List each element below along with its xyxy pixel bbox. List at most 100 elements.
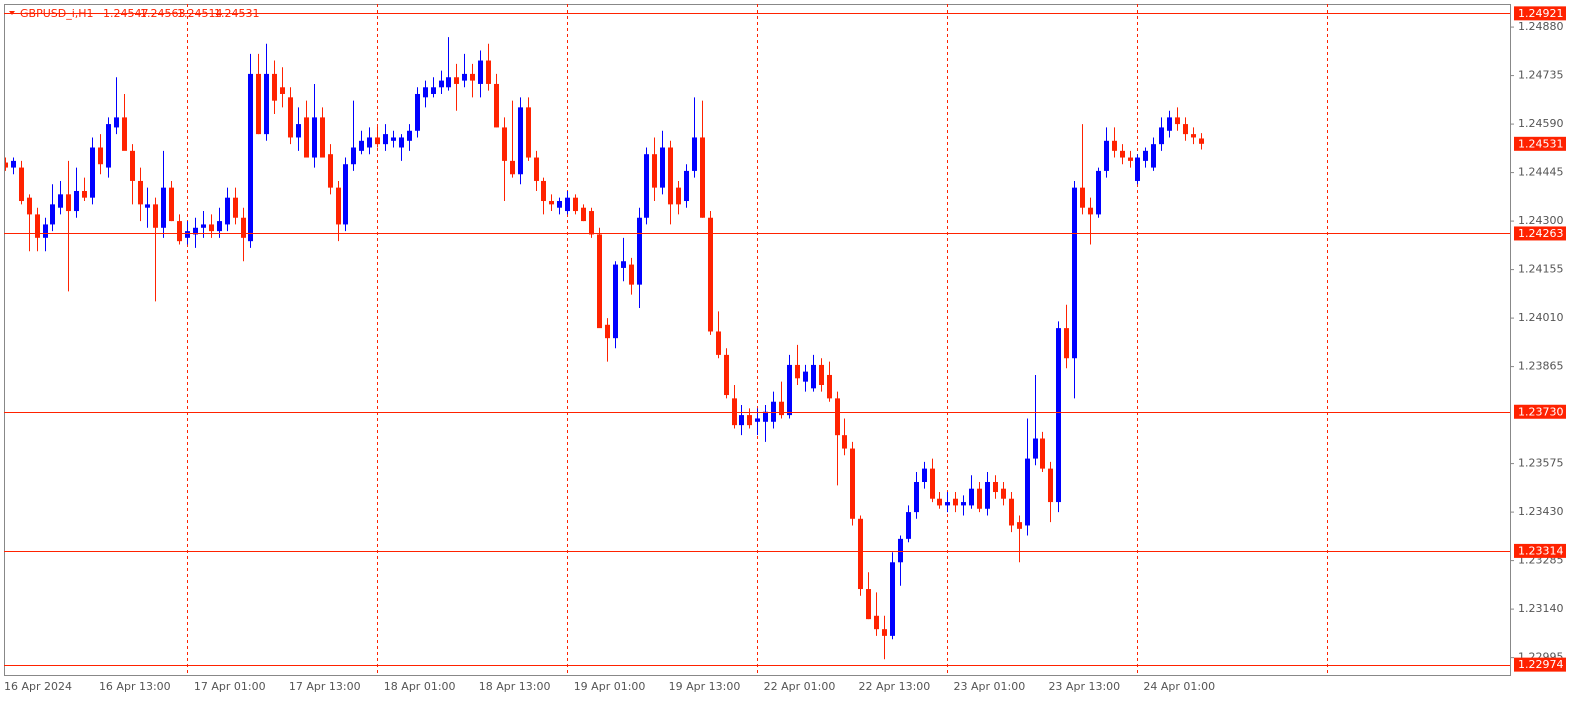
candle-body [431, 87, 436, 94]
x-tick-label: 22 Apr 01:00 [764, 680, 836, 693]
candle-body [288, 97, 293, 138]
candle-body [336, 187, 341, 225]
candle-body [668, 147, 673, 205]
candle-body [304, 117, 309, 158]
candle-body [1088, 207, 1093, 215]
candle-body [272, 73, 277, 101]
candle-body [320, 117, 325, 158]
candle-body [993, 481, 998, 493]
x-tick-label: 18 Apr 13:00 [479, 680, 551, 693]
hline-label: 1.24263 [1518, 227, 1564, 240]
candle-body [185, 231, 190, 238]
candle-body [153, 204, 158, 228]
candle-body [1001, 488, 1006, 499]
candle-body [169, 187, 174, 222]
candle-body [890, 562, 895, 636]
x-tick-label: 16 Apr 13:00 [99, 680, 171, 693]
candle-body [629, 264, 634, 285]
candle-body [486, 60, 491, 84]
candle-body [652, 154, 657, 188]
candle-body [874, 615, 879, 630]
candle-body [328, 154, 333, 188]
candle-body [296, 124, 301, 138]
candle-body [795, 364, 800, 379]
candle-body [700, 137, 705, 218]
candle-body [454, 77, 459, 84]
candle-body [280, 87, 285, 94]
candle-body [478, 60, 483, 84]
y-tick-label: 1.24590 [1518, 117, 1564, 130]
hline-tag [1514, 6, 1566, 21]
y-tick-label: 1.23865 [1518, 360, 1564, 373]
x-tick-label: 16 Apr 2024 [4, 680, 72, 693]
candle-body [209, 224, 214, 232]
candle-body [526, 107, 531, 158]
candle-body [589, 211, 594, 235]
candle-body [613, 264, 618, 339]
candle-body [1143, 150, 1148, 161]
candle-body [407, 130, 412, 141]
candle-body [787, 364, 792, 416]
candle-body [233, 197, 238, 218]
candle-body [882, 629, 887, 636]
candle-body [399, 137, 404, 148]
candle-body [106, 124, 111, 168]
y-tick-label: 1.24880 [1518, 20, 1564, 33]
candle-body [621, 261, 626, 268]
candle-body [1191, 134, 1196, 138]
candle-body [1080, 187, 1085, 208]
candle-body [850, 448, 855, 519]
candle-body [43, 224, 48, 238]
x-tick-label: 19 Apr 13:00 [669, 680, 741, 693]
candle-body [953, 498, 958, 506]
candle-body [1151, 144, 1156, 168]
candle-body [660, 147, 665, 188]
candle-body [1096, 170, 1101, 215]
candle-body [225, 197, 230, 225]
candle-body [161, 187, 166, 228]
x-tick-label: 24 Apr 01:00 [1143, 680, 1215, 693]
candle-body [898, 538, 903, 563]
candle-body [217, 221, 222, 232]
x-tick-label: 22 Apr 13:00 [859, 680, 931, 693]
y-tick-label: 1.24155 [1518, 263, 1564, 276]
hline-tag [1514, 404, 1566, 419]
candle-body [98, 147, 103, 165]
candle-body [1159, 127, 1164, 145]
candle-body [343, 164, 348, 225]
candle-body [747, 415, 752, 426]
candle-body [248, 73, 253, 242]
candle-body [502, 127, 507, 161]
candle-body [50, 204, 55, 225]
x-tick-label: 23 Apr 13:00 [1048, 680, 1120, 693]
header-ohlc: 1.24547 [103, 7, 149, 20]
candle-body [716, 331, 721, 355]
header-ohlc: 1.24563 [140, 7, 186, 20]
candle-body [906, 512, 911, 539]
candle-body [605, 324, 610, 339]
candle-body [264, 73, 269, 135]
header-ohlc: 1.24514 [177, 7, 223, 20]
candle-body [637, 217, 642, 285]
hline-label: 1.23314 [1518, 544, 1564, 557]
candle-body [114, 117, 119, 128]
candle-body [644, 154, 649, 218]
y-tick-label: 1.24445 [1518, 166, 1564, 179]
candle-body [1183, 124, 1188, 135]
candle-body [510, 160, 515, 175]
candle-body [462, 73, 467, 81]
y-tick-label: 1.24300 [1518, 214, 1564, 227]
candle-body [930, 468, 935, 499]
candle-body [1056, 328, 1061, 503]
candle-body [961, 502, 966, 506]
candle-body [819, 364, 824, 385]
candle-body [1104, 140, 1109, 171]
y-tick-label: 1.24010 [1518, 311, 1564, 324]
candle-body [138, 180, 143, 205]
current-price-tag [1514, 136, 1566, 151]
candle-body [1072, 187, 1077, 359]
candle-body [122, 117, 127, 151]
candle-body [35, 214, 40, 238]
